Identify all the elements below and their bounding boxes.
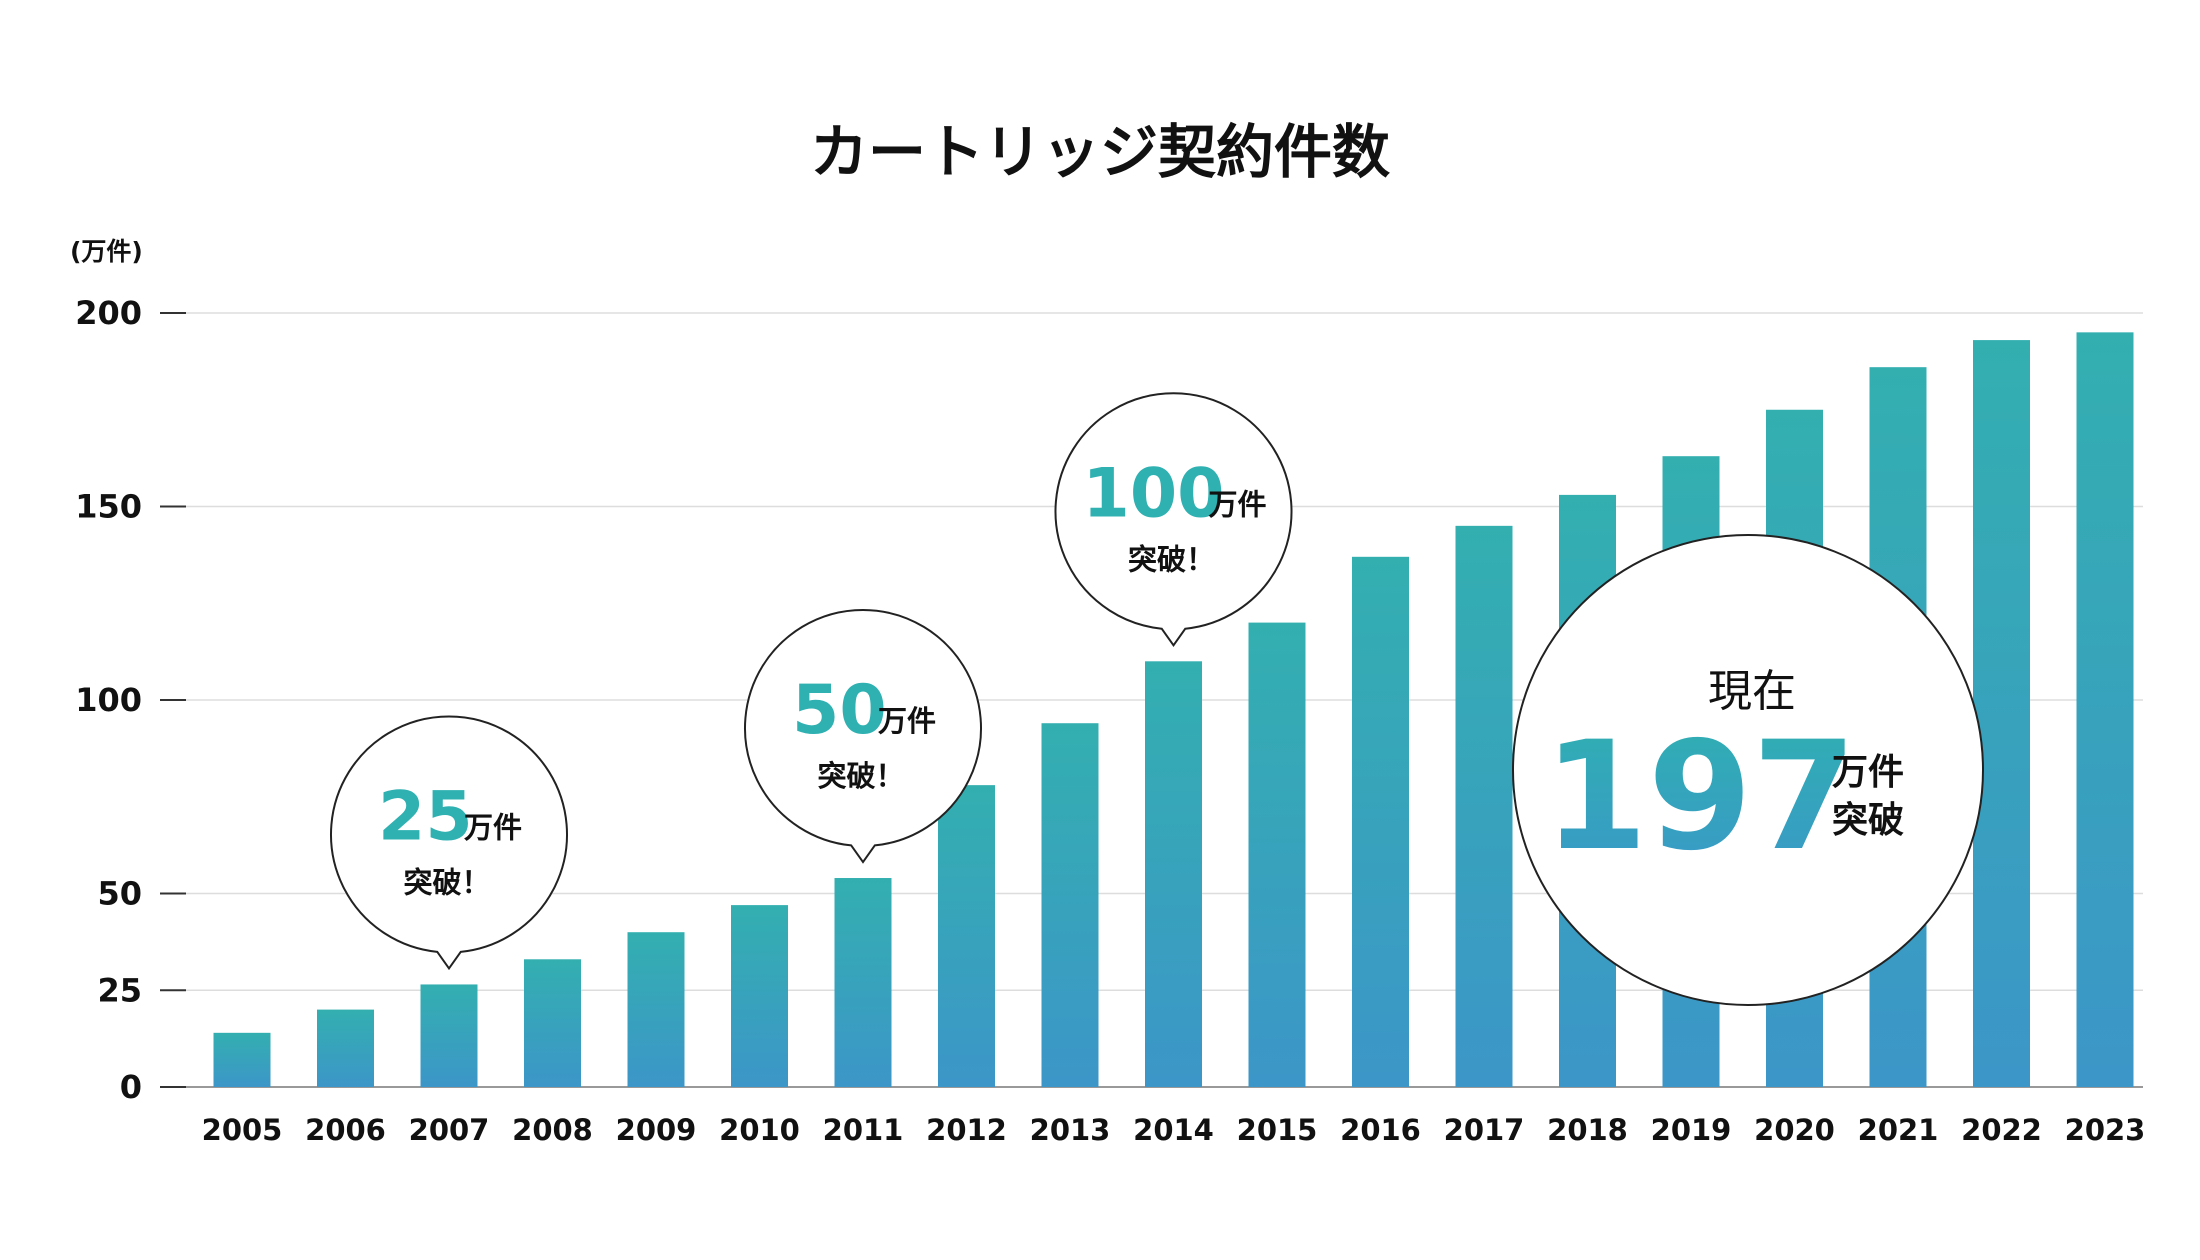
bar-2006 xyxy=(317,1009,374,1087)
callout-sub-25: 突破！ xyxy=(403,865,490,899)
callout-unit-25: 万件 xyxy=(464,810,522,844)
y-tick-label-150: 150 xyxy=(75,488,142,526)
bar-2008 xyxy=(524,959,581,1087)
x-tick-label-2005: 2005 xyxy=(202,1113,283,1147)
x-tick-label-2006: 2006 xyxy=(305,1113,386,1147)
callout-sub-100: 突破！ xyxy=(1128,542,1215,576)
x-tick-label-2009: 2009 xyxy=(616,1113,697,1147)
y-tick-label-25: 25 xyxy=(97,971,142,1009)
bar-2014 xyxy=(1145,661,1202,1087)
x-tick-label-2008: 2008 xyxy=(512,1113,593,1147)
current-total-callout: 現在 197 万件 突破 xyxy=(1512,534,1984,1006)
callout-number-25: 25 xyxy=(378,777,473,856)
x-tick-label-2023: 2023 xyxy=(2065,1113,2146,1147)
x-tick-label-2015: 2015 xyxy=(1237,1113,1318,1147)
bar-2005 xyxy=(213,1032,271,1087)
bar-2007 xyxy=(420,984,478,1087)
bar-2009 xyxy=(627,932,685,1087)
bar-2013 xyxy=(1041,723,1099,1087)
current-label: 現在 xyxy=(1708,666,1796,717)
bar-2011 xyxy=(834,878,892,1087)
bars xyxy=(213,332,2134,1088)
x-tick-label-2017: 2017 xyxy=(1444,1113,1525,1147)
bar-2017 xyxy=(1455,525,1513,1087)
bar-2010 xyxy=(731,905,788,1087)
callout-unit-100: 万件 xyxy=(1209,487,1267,521)
callout-number-50: 50 xyxy=(792,671,887,750)
x-tick-label-2022: 2022 xyxy=(1961,1113,2042,1147)
callout-number-100: 100 xyxy=(1083,454,1225,533)
callout-bubble-100 xyxy=(1054,392,1293,648)
x-tick-label-2011: 2011 xyxy=(823,1113,904,1147)
x-tick-label-2020: 2020 xyxy=(1754,1113,1835,1147)
y-tick-label-100: 100 xyxy=(75,681,142,719)
x-axis-ticks: 2005 2006 2007 2008 2009 2010 2011 2012 2013 2014… xyxy=(202,1113,2146,1147)
current-unit: 万件 xyxy=(1832,752,1904,793)
bar-2015 xyxy=(1248,622,1306,1087)
x-tick-label-2010: 2010 xyxy=(719,1113,800,1147)
callout-bubble-50 xyxy=(744,609,982,864)
x-tick-label-2007: 2007 xyxy=(409,1113,490,1147)
x-tick-label-2014: 2014 xyxy=(1133,1113,1214,1147)
x-tick-label-2013: 2013 xyxy=(1030,1113,1111,1147)
bar-2022 xyxy=(1973,340,2030,1088)
current-number: 197 xyxy=(1543,710,1856,884)
y-tick-label-200: 200 xyxy=(75,294,142,332)
x-tick-label-2012: 2012 xyxy=(926,1113,1007,1147)
bar-2023 xyxy=(2076,332,2134,1088)
y-tick-label-0: 0 xyxy=(120,1068,142,1106)
x-tick-label-2018: 2018 xyxy=(1547,1113,1628,1147)
callout-bubble-25 xyxy=(330,715,568,971)
x-tick-label-2021: 2021 xyxy=(1858,1113,1939,1147)
current-sub: 突破 xyxy=(1832,800,1904,841)
y-axis-ticks: 0 25 50 100 150 200 xyxy=(75,294,186,1106)
callout-unit-50: 万件 xyxy=(878,704,936,738)
x-tick-label-2016: 2016 xyxy=(1340,1113,1421,1147)
bar-2016 xyxy=(1352,556,1409,1087)
chart-title: カートリッジ契約件数 xyxy=(810,118,1390,186)
bar-2012 xyxy=(938,785,995,1087)
y-tick-label-50: 50 xyxy=(97,875,142,913)
current-total-circle xyxy=(1512,534,1984,1006)
x-tick-label-2019: 2019 xyxy=(1651,1113,1732,1147)
y-axis-unit-label: (万件) xyxy=(70,237,143,266)
callout-sub-50: 突破！ xyxy=(817,759,904,793)
